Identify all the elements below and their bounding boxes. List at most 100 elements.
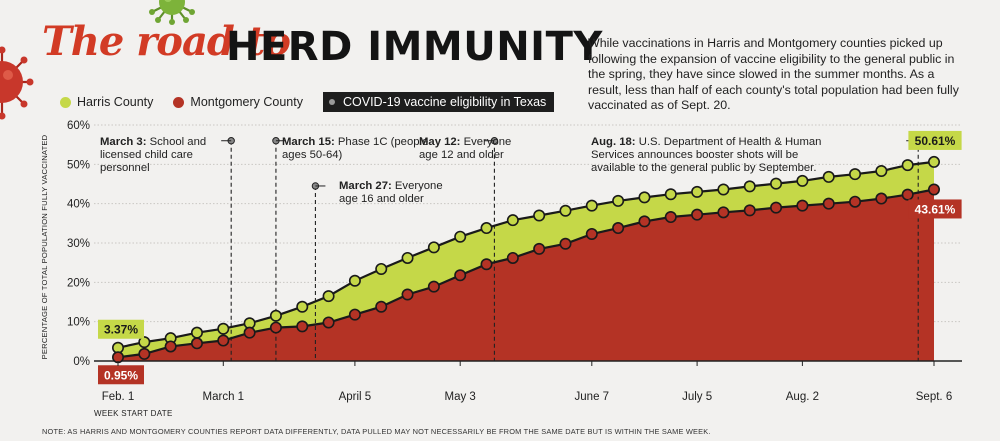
point-montgomery <box>717 206 730 219</box>
point-harris <box>480 222 493 235</box>
point-harris <box>454 230 467 243</box>
y-tick-label: 10% <box>67 317 90 329</box>
point-montgomery <box>190 337 203 350</box>
point-montgomery <box>375 300 388 313</box>
y-tick-label: 20% <box>67 277 90 289</box>
point-montgomery <box>743 204 756 217</box>
point-montgomery <box>585 227 598 240</box>
point-harris <box>796 174 809 187</box>
point-harris <box>348 274 361 287</box>
point-harris <box>901 159 914 172</box>
data-label-box <box>98 365 144 385</box>
point-montgomery <box>322 316 335 329</box>
point-montgomery <box>401 288 414 301</box>
x-tick-label: Feb. 1 <box>102 391 135 403</box>
y-tick-label: 40% <box>67 199 90 211</box>
virus-illustration-icon <box>149 0 195 25</box>
area-montgomery <box>118 189 934 361</box>
legend-label-eligibility: COVID-19 vaccine eligibility in Texas <box>342 95 547 109</box>
chart-legend: Harris County Montgomery County COVID-19… <box>60 92 574 112</box>
point-montgomery <box>164 340 177 353</box>
annotation-text-line: Aug. 18: U.S. Department of Health & Hum… <box>591 136 821 148</box>
point-harris <box>269 309 282 322</box>
annotation-text-line: age 12 and older <box>419 149 504 161</box>
annotation-march-15: March 15: Phase 1C (people ages 50-64) <box>282 136 428 161</box>
legend-swatch-harris <box>60 96 71 108</box>
annotation-text-line: age 16 and older <box>339 193 424 205</box>
footnote: NOTE: AS HARRIS AND MONTGOMERY COUNTIES … <box>42 427 711 436</box>
annotation-date: May 12: <box>419 136 464 148</box>
point-montgomery <box>217 334 230 347</box>
legend-item-eligibility: COVID-19 vaccine eligibility in Texas <box>322 92 555 112</box>
point-montgomery <box>296 320 309 333</box>
point-harris <box>612 194 625 207</box>
page-title: HERD IMMUNITY <box>226 24 603 70</box>
x-tick-label: April 5 <box>339 391 372 403</box>
annotation-date: March 27: <box>339 180 395 192</box>
point-montgomery <box>822 197 835 210</box>
point-harris <box>296 300 309 313</box>
point-harris <box>217 322 230 335</box>
data-label: 50.61% <box>915 134 956 148</box>
y-tick-label: 60% <box>67 120 90 132</box>
point-harris <box>427 241 440 254</box>
virus-illustration-icon <box>0 46 34 120</box>
point-harris <box>664 188 677 201</box>
point-harris <box>770 177 783 190</box>
annotation-march-3: March 3: School and licensed child care pe… <box>100 136 206 174</box>
point-harris <box>638 191 651 204</box>
point-montgomery <box>927 183 940 196</box>
data-label: 0.95% <box>104 368 138 382</box>
point-montgomery <box>112 351 125 364</box>
annotation-text-line: Services announces booster shots will be <box>591 149 798 161</box>
point-montgomery <box>638 215 651 228</box>
legend-item-harris: Harris County <box>60 95 153 109</box>
point-harris <box>559 204 572 217</box>
point-harris <box>691 185 704 198</box>
annotation-text-line: licensed child care <box>100 149 193 161</box>
point-montgomery <box>138 347 151 360</box>
y-tick-label: 0% <box>73 356 90 368</box>
point-harris <box>190 326 203 339</box>
legend-swatch-eligibility <box>328 99 335 105</box>
annotation-may-12: May 12: Everyone age 12 and older <box>419 136 511 161</box>
point-harris <box>743 180 756 193</box>
point-harris <box>849 168 862 181</box>
annotation-date: March 15: <box>282 136 338 148</box>
annotation-text-line: ages 50-64) <box>282 149 343 161</box>
annotation-aug-18: Aug. 18: U.S. Department of Health & Hum… <box>591 136 821 174</box>
intro-text: While vaccinations in Harris and Montgom… <box>588 36 959 112</box>
point-montgomery <box>901 188 914 201</box>
point-harris <box>875 165 888 178</box>
title-script: The road to <box>42 18 291 65</box>
point-montgomery <box>796 199 809 212</box>
point-montgomery <box>506 251 519 264</box>
annotation-text-line: March 27: Everyone <box>339 180 443 192</box>
point-montgomery <box>269 321 282 334</box>
data-label-box <box>908 130 962 150</box>
point-harris <box>375 262 388 275</box>
y-tick-label: 30% <box>67 238 90 250</box>
data-label-box <box>908 199 962 219</box>
point-montgomery <box>849 195 862 208</box>
annotation-march-27: March 27: Everyone age 16 and older <box>339 180 443 205</box>
point-harris <box>322 290 335 303</box>
point-montgomery <box>427 280 440 293</box>
annotation-date: March 3: <box>100 136 150 148</box>
legend-label-harris: Harris County <box>77 95 154 109</box>
point-montgomery <box>691 208 704 221</box>
x-tick-label: June 7 <box>575 391 610 403</box>
annotation-text-line: available to the general public by Septe… <box>591 162 816 174</box>
legend-swatch-montgomery <box>173 96 185 108</box>
point-harris <box>401 251 414 264</box>
point-harris <box>717 183 730 196</box>
x-tick-label: March 1 <box>203 391 245 403</box>
point-montgomery <box>770 201 783 214</box>
point-harris <box>585 199 598 212</box>
point-montgomery <box>348 308 361 321</box>
data-label-box <box>98 319 144 339</box>
annotation-date: Aug. 18: <box>591 136 639 148</box>
point-montgomery <box>533 242 546 255</box>
data-label: 43.61% <box>915 202 956 216</box>
